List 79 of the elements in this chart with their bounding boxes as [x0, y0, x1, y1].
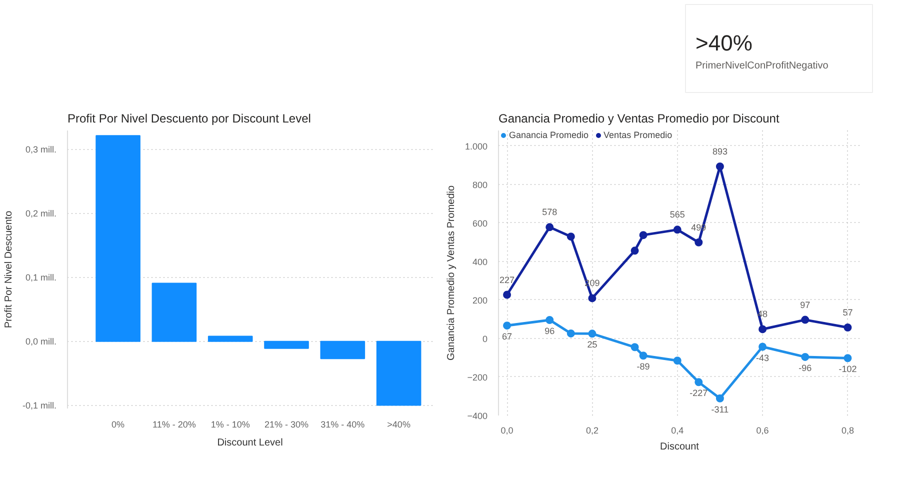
point — [546, 316, 554, 324]
point — [503, 322, 512, 330]
legend-label: Ventas Promedio — [604, 130, 672, 140]
bar — [96, 135, 140, 342]
y-axis-title: Profit Por Nivel Descuento — [3, 210, 14, 328]
x-tick-label: 0,0 — [500, 426, 514, 436]
y-tick-label: 0 — [482, 334, 488, 344]
point — [639, 352, 648, 360]
point — [546, 223, 554, 232]
y-tick-label: 200 — [472, 295, 488, 306]
data-label: -102 — [838, 364, 857, 374]
point — [694, 378, 703, 386]
x-tick-label: 0,4 — [671, 426, 684, 436]
y-tick-label: −400 — [467, 411, 488, 421]
data-label: 227 — [500, 274, 515, 285]
point — [694, 238, 703, 246]
x-tick-label: >40% — [387, 420, 410, 430]
x-axis-title: Discount Level — [217, 438, 283, 448]
point — [844, 324, 852, 332]
bar — [208, 336, 253, 342]
y-tick-label: 0,3 mill. — [25, 144, 57, 155]
data-label: 565 — [670, 210, 685, 220]
data-label: 96 — [544, 326, 555, 336]
point — [566, 329, 575, 338]
data-label: -96 — [798, 362, 812, 373]
y-axis-title: Ganancia Promedio y Ventas Promedio — [446, 185, 457, 361]
point — [801, 352, 810, 361]
bar — [152, 282, 197, 342]
bar — [376, 340, 422, 406]
point — [630, 246, 639, 255]
point — [716, 162, 724, 171]
data-label: -311 — [711, 404, 729, 414]
point — [503, 290, 512, 299]
chart-title: Ganancia Promedio y Ventas Promedio por Discount — [498, 112, 780, 126]
point — [758, 325, 767, 334]
x-tick-label: 31% - 40% — [320, 420, 365, 430]
chart-title: Profit Por Nivel Descuento por Discount Level — [68, 112, 311, 126]
bar — [264, 340, 309, 349]
data-label: -43 — [756, 352, 770, 363]
point — [566, 232, 575, 241]
y-tick-label: 0,0 mill. — [25, 336, 57, 346]
x-tick-label: 21% - 30% — [264, 420, 309, 430]
y-tick-label: 1.000 — [464, 141, 488, 152]
bar — [320, 340, 366, 360]
y-tick-label: 0,1 mill. — [25, 272, 57, 282]
data-label: 97 — [800, 300, 810, 310]
y-tick-label: 800 — [472, 180, 488, 190]
y-tick-label: 0,2 mill. — [25, 208, 57, 219]
x-tick-label: 0,8 — [841, 426, 854, 436]
point — [673, 356, 682, 365]
point — [588, 330, 596, 338]
point — [588, 294, 596, 302]
x-tick-label: 0,6 — [756, 426, 769, 436]
x-tick-label: 1% - 10% — [210, 420, 250, 430]
x-axis-title: Discount — [660, 442, 700, 452]
point — [639, 231, 648, 240]
legend-label: Ganancia Promedio — [509, 130, 589, 140]
data-label: 67 — [502, 332, 512, 342]
x-tick-label: 0% — [112, 420, 125, 430]
x-tick-label: 11% - 20% — [152, 420, 196, 430]
text: >40% — [696, 30, 752, 56]
text: PrimerNivelConProfitNegativo — [696, 60, 829, 72]
point — [630, 343, 639, 352]
x-tick-label: 0,2 — [586, 426, 598, 436]
data-label: 25 — [587, 340, 598, 350]
point — [716, 394, 724, 402]
point — [673, 226, 682, 234]
y-tick-label: 600 — [472, 218, 488, 228]
data-label: -227 — [690, 388, 708, 398]
point — [758, 342, 767, 351]
point — [801, 316, 810, 324]
point — [844, 354, 852, 362]
y-tick-label: −200 — [467, 372, 488, 382]
y-tick-label: 400 — [472, 256, 488, 267]
y-tick-label: -0,1 mill. — [22, 400, 57, 410]
data-label: -89 — [636, 362, 650, 372]
data-label: 578 — [542, 207, 558, 218]
data-label: 893 — [712, 146, 728, 157]
data-label: 57 — [842, 307, 853, 318]
